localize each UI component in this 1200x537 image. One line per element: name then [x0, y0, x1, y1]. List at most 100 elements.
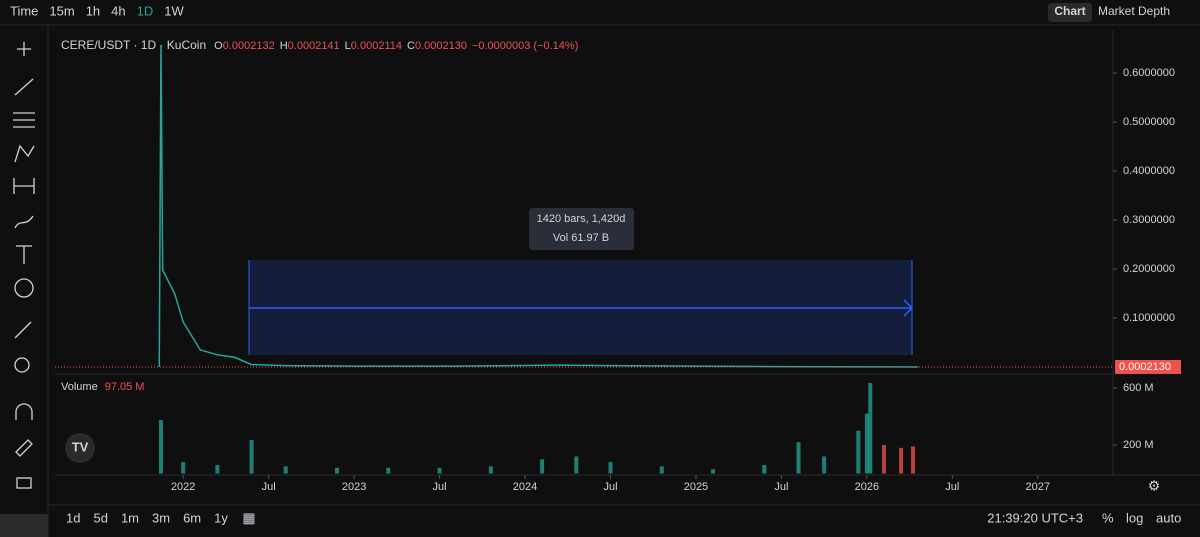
ohlc-value: 0.0002130	[415, 40, 467, 52]
volume-label: Volume	[61, 381, 98, 393]
volume-bar	[386, 467, 391, 474]
y-tick-label: 0.1000000	[1123, 312, 1175, 324]
volume-bar	[574, 456, 579, 474]
volume-bar	[796, 442, 801, 474]
volume-bar	[335, 467, 340, 474]
x-tick-label: 2024	[513, 481, 537, 493]
y-tick-label: 0.6000000	[1123, 67, 1175, 79]
depth-tab[interactable]: Market Depth	[1098, 4, 1170, 18]
last-price-label: 0.0002130	[1119, 361, 1171, 373]
volume-bar	[911, 446, 916, 474]
timeframe-button[interactable]: 15m	[49, 3, 74, 18]
y-tick-label: 600 M	[1123, 382, 1154, 394]
x-tick-label: 2027	[1026, 481, 1050, 493]
range-button[interactable]: 5d	[93, 510, 107, 525]
date-range-icon[interactable]: ▦	[242, 510, 255, 526]
projection-tool[interactable]	[13, 178, 35, 194]
measure-text: Vol 61.97 B	[553, 232, 609, 244]
volume-bar	[822, 456, 827, 474]
change-value: −0.0000003 (−0.14%)	[472, 40, 578, 52]
volume-bar	[181, 462, 186, 474]
measure-text: 1420 bars, 1,420d	[537, 213, 626, 225]
x-tick-label: Jul	[433, 481, 447, 493]
range-button[interactable]: 6m	[183, 510, 201, 525]
range-button[interactable]: 1m	[121, 510, 139, 525]
x-tick-label: Jul	[262, 481, 276, 493]
timeframe-button[interactable]: 1h	[86, 3, 100, 18]
text-tool[interactable]	[16, 245, 32, 264]
timeframe-button[interactable]: Time	[10, 3, 38, 18]
clock: 21:39:20 UTC+3	[987, 510, 1083, 525]
lock-icon[interactable]	[16, 477, 32, 489]
volume-bar	[158, 420, 163, 474]
scale-option[interactable]: auto	[1156, 510, 1181, 525]
timeframe-button[interactable]: 1D	[137, 3, 154, 18]
x-tick-label: 2026	[855, 481, 879, 493]
logo-mark: TV	[72, 439, 89, 454]
volume-bar	[608, 462, 613, 474]
y-tick-label: 0.4000000	[1123, 165, 1175, 177]
last-price-tag	[1115, 359, 1181, 374]
logo	[65, 433, 95, 463]
scale-option[interactable]: %	[1102, 510, 1114, 525]
range-button[interactable]: 1d	[66, 510, 80, 525]
ohlc-value: 0.0002141	[288, 40, 340, 52]
x-tick-label: 2022	[171, 481, 195, 493]
y-tick-label: 0.3000000	[1123, 214, 1175, 226]
ohlc-value: 0.0002114	[351, 40, 402, 52]
volume-bar	[762, 464, 767, 474]
ohlc-key: O	[214, 40, 223, 52]
volume-bar	[659, 466, 664, 474]
timeframe-button[interactable]: 4h	[111, 3, 125, 18]
ohlc-key: C	[407, 40, 415, 52]
scale-option[interactable]: log	[1126, 510, 1143, 525]
pattern-tool[interactable]	[14, 144, 35, 163]
volume-bar	[249, 440, 254, 474]
volume-bar	[856, 430, 861, 474]
volume-bar	[215, 464, 220, 474]
measure-arrow	[249, 299, 914, 317]
x-tick-label: Jul	[603, 481, 617, 493]
zoom-tool[interactable]	[14, 357, 30, 373]
range-button[interactable]: 3m	[152, 510, 170, 525]
ohlc-key: L	[345, 40, 351, 52]
y-tick-label: 200 M	[1123, 439, 1154, 451]
fib-tool[interactable]	[13, 112, 35, 128]
y-tick-label: 0.5000000	[1123, 116, 1175, 128]
volume-bar	[283, 466, 288, 474]
volume-bar	[488, 466, 493, 474]
y-tick-label: 0.2000000	[1123, 263, 1175, 275]
icon-tool[interactable]	[14, 278, 34, 298]
chart-tab-bg	[1048, 3, 1092, 22]
x-tick-label: Jul	[945, 481, 959, 493]
ohlc-value: 0.0002132	[223, 40, 275, 52]
line-tool[interactable]	[14, 78, 34, 96]
volume-bar	[868, 382, 873, 474]
settings-icon[interactable]: ⚙	[1148, 478, 1161, 494]
collapse-button[interactable]	[0, 514, 48, 537]
drawing-tools[interactable]	[0, 42, 48, 537]
range-button[interactable]: 1y	[214, 510, 228, 525]
volume-bar	[437, 467, 442, 474]
ruler-tool[interactable]	[14, 321, 32, 339]
magnet-tool[interactable]	[15, 403, 33, 420]
x-tick-label: 2025	[684, 481, 708, 493]
crosshair-tool[interactable]	[17, 42, 31, 56]
volume-bar	[864, 413, 869, 474]
timeframe-button[interactable]: 1W	[164, 3, 184, 18]
volume-bar	[711, 469, 716, 474]
ohlc-key: H	[280, 40, 288, 52]
brush-tool[interactable]	[14, 215, 34, 229]
x-tick-label: 2023	[342, 481, 366, 493]
chart-tab[interactable]: Chart	[1054, 4, 1085, 18]
volume-value: 97.05 M	[105, 381, 145, 393]
volume-bar	[881, 444, 886, 474]
volume-bar	[540, 459, 545, 474]
x-tick-label: Jul	[774, 481, 788, 493]
lock-tool[interactable]	[15, 439, 33, 457]
measure-tooltip	[529, 208, 634, 250]
price-line	[158, 45, 919, 368]
